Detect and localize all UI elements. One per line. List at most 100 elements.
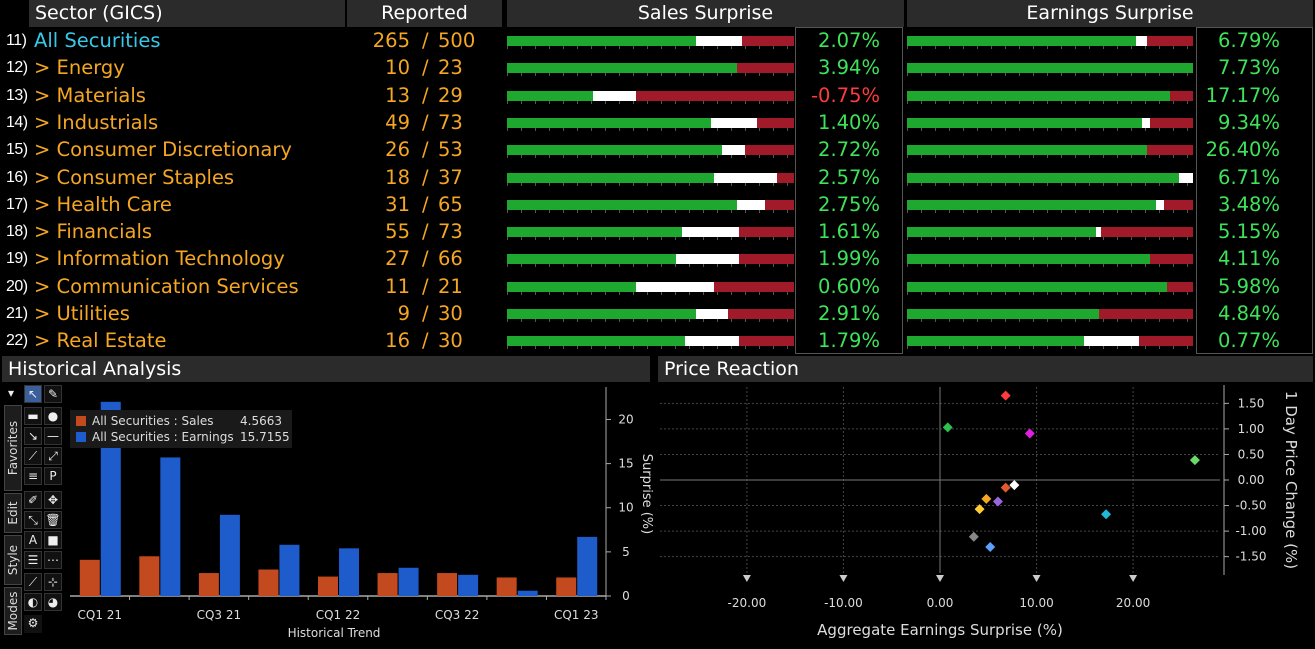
scatter-point[interactable] — [981, 493, 992, 504]
ellipse-icon[interactable]: ● — [44, 407, 62, 425]
row-number[interactable]: 17) — [6, 195, 28, 213]
sales-bar[interactable] — [496, 577, 517, 596]
sector-name[interactable]: > Information Technology — [34, 247, 285, 271]
snap-icon[interactable]: ⊹ — [44, 573, 62, 591]
arrow-icon[interactable]: ↘ — [24, 427, 42, 445]
earnings-bar[interactable] — [398, 567, 419, 596]
sector-name[interactable]: > Energy — [34, 56, 125, 80]
channel-icon[interactable]: ≡ — [24, 467, 42, 485]
table-row[interactable]: 17) > Health Care 31 / 65 2.75% 3.48% — [0, 191, 1315, 218]
earnings-bar[interactable] — [577, 536, 598, 596]
sector-name[interactable]: All Securities — [34, 29, 161, 52]
row-number[interactable]: 14) — [6, 113, 28, 131]
text-icon[interactable]: P — [44, 467, 62, 485]
earnings-bar[interactable] — [160, 457, 181, 596]
row-number[interactable]: 16) — [6, 168, 28, 186]
trend-line-icon[interactable]: ⟋ — [24, 447, 42, 465]
color-palette-icon[interactable]: ◕ — [44, 593, 62, 611]
earnings-bar[interactable] — [219, 514, 240, 596]
sales-bar[interactable] — [556, 577, 577, 596]
sales-bar[interactable] — [377, 573, 398, 596]
scatter-point[interactable] — [1009, 480, 1020, 491]
tab-modes[interactable]: Modes — [4, 587, 22, 635]
y-tick-label: 5 — [622, 545, 630, 559]
table-row[interactable]: 13) > Materials 13 / 29 -0.75% 17.17% — [0, 82, 1315, 109]
rectangle-icon[interactable]: ▬ — [24, 407, 42, 425]
crosshair-icon[interactable]: ◐ — [24, 593, 42, 611]
row-number[interactable]: 18) — [6, 223, 28, 241]
earnings-bar[interactable] — [339, 548, 359, 596]
table-row[interactable]: 20) > Communication Services 11 / 21 0.6… — [0, 273, 1315, 300]
table-row[interactable]: 14) > Industrials 49 / 73 1.40% 9.34% — [0, 109, 1315, 136]
sector-name[interactable]: > Financials — [34, 220, 153, 244]
table-row[interactable]: 18) > Financials 55 / 73 1.61% 5.15% — [0, 218, 1315, 245]
table-row[interactable]: 11) All Securities 265 / 500 2.07% 6.79% — [0, 27, 1315, 54]
trash-icon[interactable]: 🗑 — [44, 511, 62, 529]
reported-separator: / — [422, 29, 429, 52]
move-icon[interactable]: ✥ — [44, 491, 62, 509]
sector-name[interactable]: > Materials — [34, 83, 146, 107]
draw-mode-icon[interactable]: ⟋ — [24, 573, 42, 591]
table-row[interactable]: 12) > Energy 10 / 23 3.94% 7.73% — [0, 54, 1315, 81]
row-number[interactable]: 20) — [6, 277, 28, 295]
line-weight-icon[interactable]: ☰ — [24, 551, 42, 569]
scatter-point[interactable] — [992, 496, 1003, 507]
scatter-point[interactable] — [1000, 482, 1011, 493]
row-number[interactable]: 22) — [6, 332, 28, 350]
tab-style[interactable]: Style — [4, 535, 22, 585]
sector-name[interactable]: > Real Estate — [34, 329, 167, 353]
sector-name[interactable]: > Health Care — [34, 192, 172, 216]
sales-bar[interactable] — [79, 559, 100, 596]
tab-edit[interactable]: Edit — [4, 493, 22, 533]
earnings-bar[interactable] — [517, 590, 538, 596]
table-row[interactable]: 16) > Consumer Staples 18 / 37 2.57% 6.7… — [0, 164, 1315, 191]
scatter-point[interactable] — [968, 531, 979, 542]
scatter-point[interactable] — [1189, 455, 1200, 466]
sector-name[interactable]: > Utilities — [34, 302, 130, 325]
header-sector[interactable]: Sector (GICS) — [29, 0, 345, 27]
segment-icon[interactable]: ⤢ — [44, 447, 62, 465]
pointer-icon[interactable]: ↖ — [24, 385, 42, 403]
scatter-point[interactable] — [1024, 428, 1035, 439]
tab-favorites[interactable]: Favorites — [4, 405, 22, 491]
scatter-point[interactable] — [985, 541, 996, 552]
sector-name[interactable]: > Industrials — [34, 110, 159, 134]
resize-icon[interactable]: ⤡ — [24, 511, 42, 529]
row-number[interactable]: 19) — [6, 250, 28, 268]
table-row[interactable]: 21) > Utilities 9 / 30 2.91% 4.84% — [0, 300, 1315, 327]
settings-gear-icon[interactable]: ⚙ — [24, 615, 42, 633]
line-icon[interactable]: — — [44, 427, 62, 445]
sales-bar[interactable] — [437, 573, 458, 596]
row-number[interactable]: 11) — [6, 32, 27, 49]
sector-name[interactable]: > Communication Services — [34, 274, 299, 298]
row-number[interactable]: 13) — [6, 86, 28, 104]
line-style-icon[interactable]: ⋯ — [44, 551, 62, 569]
collapse-arrow-icon[interactable]: ▾ — [7, 386, 15, 400]
sales-bar[interactable] — [198, 573, 219, 596]
pen-icon[interactable]: ✎ — [44, 385, 62, 403]
row-number[interactable]: 21) — [6, 305, 28, 322]
text-style-icon[interactable]: A — [24, 531, 42, 549]
table-row[interactable]: 15) > Consumer Discretionary 26 / 53 2.7… — [0, 136, 1315, 163]
brush-icon[interactable]: ✐ — [24, 491, 42, 509]
sector-name[interactable]: > Consumer Discretionary — [34, 138, 292, 162]
header-sales-surprise[interactable]: Sales Surprise — [507, 0, 904, 27]
sales-bar[interactable] — [139, 556, 160, 596]
header-earnings-surprise[interactable]: Earnings Surprise — [907, 0, 1313, 27]
row-number[interactable]: 12) — [6, 59, 28, 77]
scatter-point[interactable] — [1101, 509, 1112, 520]
table-row[interactable]: 22) > Real Estate 16 / 30 1.79% 0.77% — [0, 327, 1315, 354]
sales-bar[interactable] — [258, 569, 279, 596]
earnings-bar[interactable] — [458, 574, 479, 596]
fill-icon[interactable]: ■ — [44, 531, 62, 549]
sales-bar[interactable] — [318, 576, 338, 596]
scatter-point[interactable] — [974, 504, 985, 515]
scatter-point[interactable] — [942, 422, 953, 433]
earnings-bar[interactable] — [100, 401, 121, 596]
row-number[interactable]: 15) — [6, 141, 28, 159]
scatter-point[interactable] — [1000, 390, 1011, 401]
sector-name[interactable]: > Consumer Staples — [34, 165, 235, 189]
table-row[interactable]: 19) > Information Technology 27 / 66 1.9… — [0, 245, 1315, 272]
header-reported[interactable]: Reported — [347, 0, 502, 27]
earnings-bar[interactable] — [279, 544, 300, 596]
